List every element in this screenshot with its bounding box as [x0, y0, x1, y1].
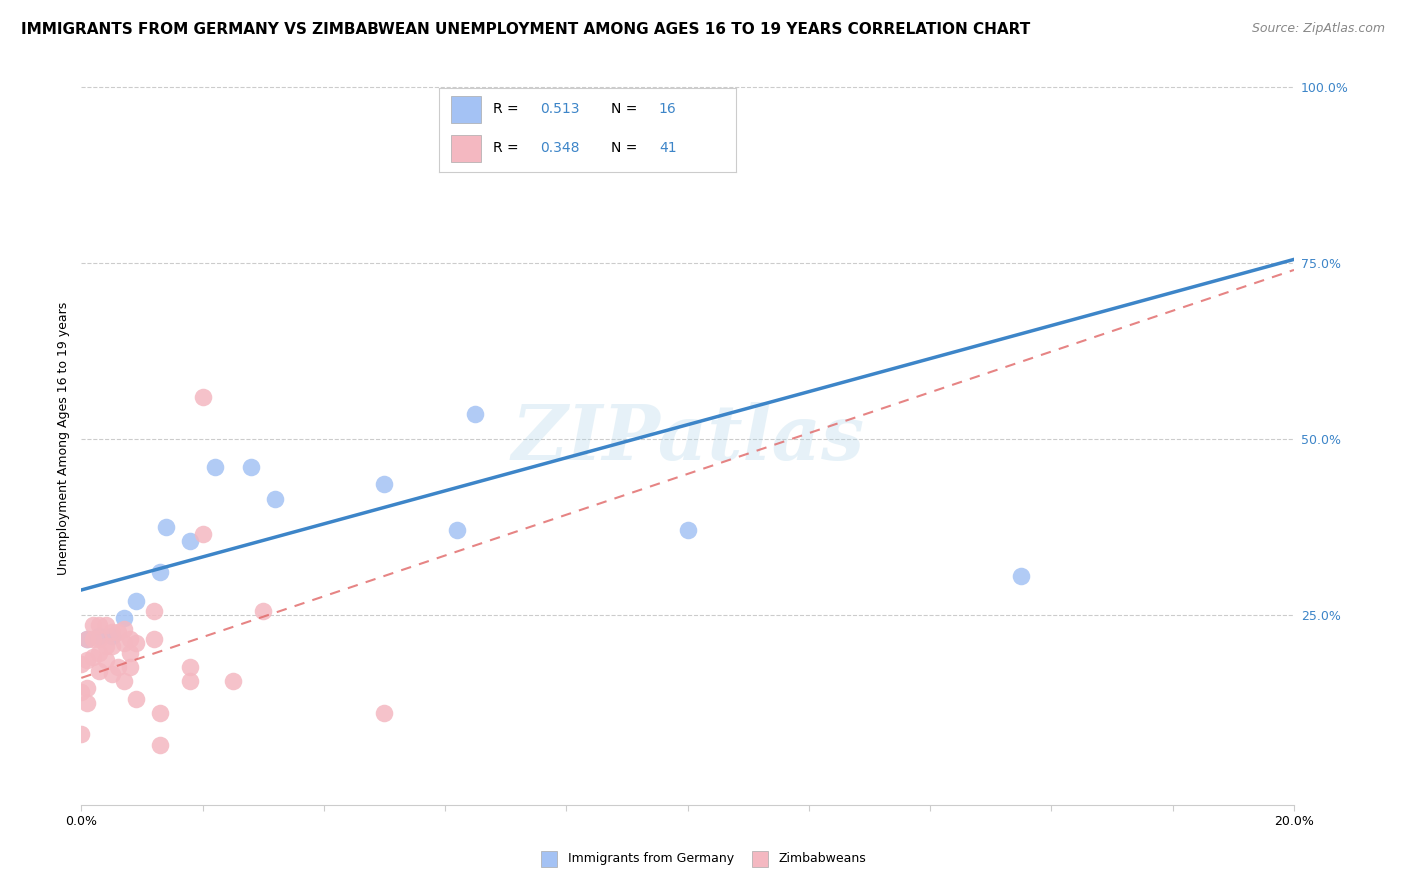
- Point: [82, 618, 104, 632]
- Point: [112, 674, 135, 689]
- Point: [76, 681, 98, 696]
- Point: [82, 649, 104, 664]
- Point: [240, 459, 263, 474]
- Text: Source: ZipAtlas.com: Source: ZipAtlas.com: [1251, 22, 1385, 36]
- Point: [252, 604, 274, 618]
- Point: [76, 632, 98, 647]
- Point: [100, 667, 122, 681]
- Point: [76, 696, 98, 710]
- Point: [112, 622, 135, 636]
- Point: [89, 632, 111, 647]
- Point: [89, 618, 111, 632]
- Point: [464, 407, 486, 421]
- Point: [1010, 569, 1032, 583]
- Point: [82, 632, 104, 647]
- Point: [100, 629, 122, 643]
- Point: [89, 646, 111, 660]
- Point: [143, 604, 166, 618]
- Point: [222, 674, 245, 689]
- Point: [107, 625, 129, 640]
- Point: [100, 625, 122, 640]
- Point: [179, 660, 201, 674]
- Point: [204, 459, 226, 474]
- Point: [373, 706, 395, 720]
- Point: [118, 660, 141, 674]
- Point: [76, 653, 98, 667]
- Point: [94, 653, 117, 667]
- Point: [70, 727, 93, 741]
- Point: [179, 674, 201, 689]
- Point: [179, 533, 201, 548]
- Point: [149, 706, 172, 720]
- Point: [76, 632, 98, 647]
- Point: [264, 491, 287, 506]
- Point: [70, 685, 93, 699]
- Point: [118, 632, 141, 647]
- Point: [107, 660, 129, 674]
- Point: [155, 519, 177, 533]
- Point: [70, 657, 93, 671]
- Point: [94, 618, 117, 632]
- Point: [89, 629, 111, 643]
- Point: [112, 636, 135, 650]
- Point: [100, 640, 122, 654]
- Point: [94, 640, 117, 654]
- Point: [676, 523, 699, 537]
- Point: [118, 646, 141, 660]
- Text: IMMIGRANTS FROM GERMANY VS ZIMBABWEAN UNEMPLOYMENT AMONG AGES 16 TO 19 YEARS COR: IMMIGRANTS FROM GERMANY VS ZIMBABWEAN UN…: [21, 22, 1031, 37]
- Point: [125, 593, 148, 607]
- Point: [191, 526, 214, 541]
- Point: [191, 390, 214, 404]
- Text: ZIPatlas: ZIPatlas: [512, 401, 865, 475]
- Point: [125, 692, 148, 706]
- Y-axis label: Unemployment Among Ages 16 to 19 years: Unemployment Among Ages 16 to 19 years: [58, 302, 70, 575]
- Point: [143, 632, 166, 647]
- Text: Immigrants from Germany: Immigrants from Germany: [568, 853, 734, 865]
- Point: [89, 664, 111, 678]
- Point: [446, 523, 468, 537]
- Point: [373, 477, 395, 491]
- Point: [149, 738, 172, 752]
- Text: Zimbabweans: Zimbabweans: [779, 853, 866, 865]
- Point: [112, 611, 135, 625]
- Point: [125, 636, 148, 650]
- Point: [149, 566, 172, 580]
